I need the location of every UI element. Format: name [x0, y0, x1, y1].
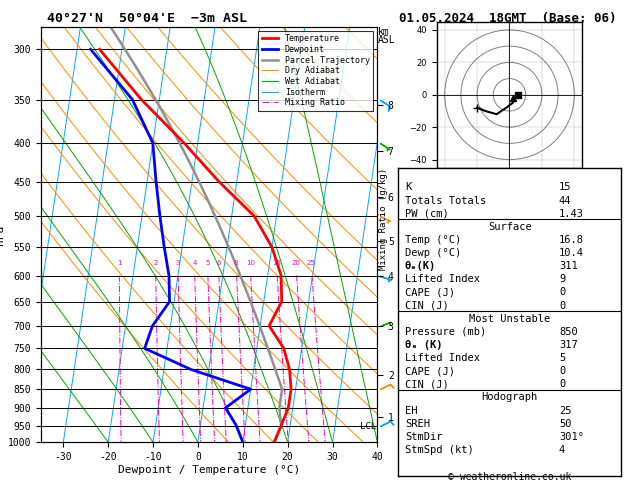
Text: 0: 0 — [559, 366, 565, 376]
Text: 20: 20 — [291, 260, 301, 266]
Text: CAPE (J): CAPE (J) — [405, 287, 455, 297]
Text: 301°: 301° — [559, 432, 584, 442]
Text: 25: 25 — [307, 260, 316, 266]
Text: CAPE (J): CAPE (J) — [405, 366, 455, 376]
Text: CIN (J): CIN (J) — [405, 300, 448, 311]
Text: 0: 0 — [559, 380, 565, 389]
Text: © weatheronline.co.uk: © weatheronline.co.uk — [448, 472, 571, 482]
Text: 10: 10 — [246, 260, 255, 266]
Text: 10.4: 10.4 — [559, 248, 584, 258]
Text: 5: 5 — [559, 353, 565, 363]
Text: 311: 311 — [559, 261, 577, 271]
Text: SREH: SREH — [405, 419, 430, 429]
Legend: Temperature, Dewpoint, Parcel Trajectory, Dry Adiabat, Wet Adiabat, Isotherm, Mi: Temperature, Dewpoint, Parcel Trajectory… — [259, 31, 373, 110]
Text: Lifted Index: Lifted Index — [405, 353, 480, 363]
Text: Most Unstable: Most Unstable — [469, 313, 550, 324]
Text: Dewp (°C): Dewp (°C) — [405, 248, 461, 258]
Text: Mixing Ratio (g/kg): Mixing Ratio (g/kg) — [379, 168, 388, 270]
Text: PW (cm): PW (cm) — [405, 208, 448, 219]
Text: Pressure (mb): Pressure (mb) — [405, 327, 486, 337]
Text: K: K — [405, 182, 411, 192]
Text: 4: 4 — [559, 445, 565, 455]
Text: 9: 9 — [559, 274, 565, 284]
Text: EH: EH — [405, 406, 418, 416]
Text: 6: 6 — [216, 260, 221, 266]
Text: ASL: ASL — [377, 35, 395, 45]
Text: 3: 3 — [175, 260, 180, 266]
Text: 01.05.2024  18GMT  (Base: 06): 01.05.2024 18GMT (Base: 06) — [399, 12, 617, 25]
Text: Totals Totals: Totals Totals — [405, 195, 486, 206]
Text: StmDir: StmDir — [405, 432, 442, 442]
Text: 15: 15 — [559, 182, 571, 192]
Text: 8: 8 — [234, 260, 238, 266]
Text: 850: 850 — [559, 327, 577, 337]
Text: Lifted Index: Lifted Index — [405, 274, 480, 284]
Text: 0: 0 — [559, 287, 565, 297]
Text: 1.43: 1.43 — [559, 208, 584, 219]
Text: 1: 1 — [117, 260, 121, 266]
Text: 16.8: 16.8 — [559, 235, 584, 245]
Text: 0: 0 — [559, 300, 565, 311]
Y-axis label: hPa: hPa — [0, 225, 5, 244]
Text: 4: 4 — [192, 260, 197, 266]
Text: 317: 317 — [559, 340, 577, 350]
Text: CIN (J): CIN (J) — [405, 380, 448, 389]
Text: 25: 25 — [559, 406, 571, 416]
Text: 5: 5 — [205, 260, 209, 266]
Text: Hodograph: Hodograph — [482, 393, 538, 402]
Text: θₑ(K): θₑ(K) — [405, 261, 436, 271]
Text: Surface: Surface — [488, 222, 532, 232]
X-axis label: kt: kt — [504, 188, 515, 198]
Text: θₑ (K): θₑ (K) — [405, 340, 442, 350]
Text: 40°27'N  50°04'E  −3m ASL: 40°27'N 50°04'E −3m ASL — [47, 12, 247, 25]
Text: Temp (°C): Temp (°C) — [405, 235, 461, 245]
Text: LCL: LCL — [360, 422, 376, 431]
X-axis label: Dewpoint / Temperature (°C): Dewpoint / Temperature (°C) — [118, 465, 300, 475]
Text: 50: 50 — [559, 419, 571, 429]
Text: 15: 15 — [272, 260, 281, 266]
Text: 2: 2 — [153, 260, 158, 266]
Text: StmSpd (kt): StmSpd (kt) — [405, 445, 474, 455]
Text: km: km — [377, 27, 389, 37]
Text: 44: 44 — [559, 195, 571, 206]
